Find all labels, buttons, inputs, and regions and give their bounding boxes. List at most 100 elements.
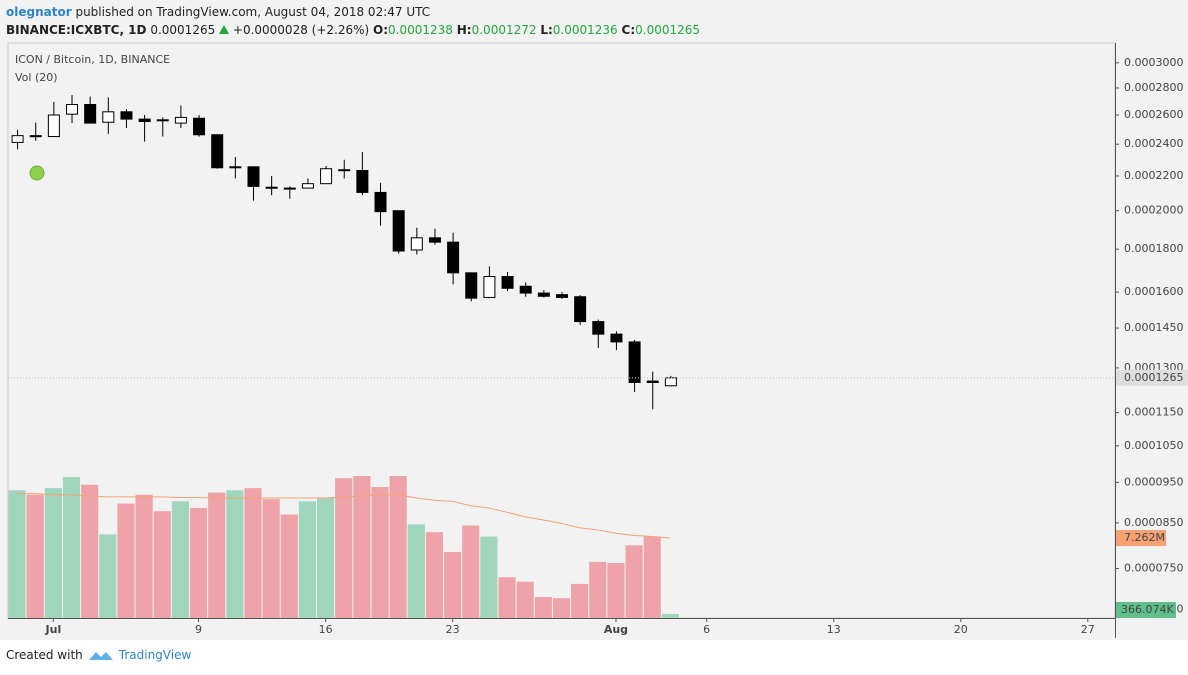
- last-price: 0.0001265: [150, 23, 216, 37]
- candle-body: [229, 166, 242, 169]
- volume-bar: [262, 499, 280, 618]
- volume-bar: [607, 562, 625, 618]
- author[interactable]: olegnator: [6, 5, 72, 19]
- volume-bar: [153, 511, 171, 618]
- candle-body: [483, 276, 496, 298]
- volume-bar: [444, 551, 462, 618]
- high-value: 0.0001272: [471, 23, 537, 37]
- candle-body: [410, 237, 423, 251]
- candle-body: [102, 111, 115, 123]
- volume-bar: [425, 532, 444, 618]
- volume-bar: [226, 490, 244, 618]
- x-tick-label: 20: [954, 623, 968, 636]
- volume-bar: [625, 545, 643, 618]
- published: published on TradingView.com, August 04,…: [75, 5, 431, 19]
- candle-body: [428, 237, 441, 243]
- candle-body: [320, 168, 333, 185]
- volume-bar: [208, 492, 226, 618]
- header: olegnator published on TradingView.com, …: [6, 3, 700, 39]
- volume-bar: [44, 488, 62, 618]
- low-value: 0.0001236: [552, 23, 618, 37]
- candle-body: [556, 294, 568, 298]
- symbol: BINANCE:ICXBTC, 1D: [6, 23, 147, 37]
- volume-bar: [135, 494, 153, 618]
- volume-bar: [335, 478, 353, 618]
- candle-body: [356, 170, 369, 193]
- volume-bar: [571, 583, 589, 618]
- y-tick-label: 0.0001450: [1124, 321, 1184, 334]
- y-tick-label: 0.0000950: [1124, 475, 1184, 488]
- volume-ma-line: [17, 493, 671, 539]
- y-tick-label: 0.0002000: [1124, 204, 1184, 217]
- candle-body: [84, 103, 97, 124]
- volume-bar: [62, 477, 81, 618]
- candle-body: [392, 210, 405, 252]
- candle-body: [193, 117, 206, 136]
- candle-body: [138, 118, 151, 123]
- volume-bar: [498, 577, 516, 618]
- x-tick-label: 13: [827, 623, 841, 636]
- volume-bar: [643, 536, 661, 618]
- candle-body: [265, 186, 278, 189]
- candle-body: [283, 187, 296, 190]
- volume-ma-box: [1116, 530, 1166, 547]
- volume-bar: [117, 503, 135, 618]
- candle-body: [47, 114, 60, 138]
- y-tick-label: 0.0002400: [1124, 137, 1184, 150]
- volume-bar: [99, 534, 117, 618]
- x-tick-label: 6: [703, 623, 710, 636]
- legend-title: ICON / Bitcoin, 1D, BINANCE: [15, 53, 170, 66]
- y-tick-label: 0.0001150: [1124, 406, 1184, 419]
- volume-bar: [298, 501, 317, 618]
- volume-bar: [661, 613, 679, 618]
- y-tick-label: 0.0002800: [1124, 81, 1184, 94]
- created-with: Created with: [6, 648, 83, 662]
- candle-body: [447, 241, 460, 274]
- tv-logo: [89, 652, 113, 660]
- candle-body: [301, 183, 314, 189]
- candle-body: [519, 285, 532, 294]
- x-tick-label: 16: [319, 623, 333, 636]
- volume-bar: [280, 514, 298, 618]
- candle-body: [537, 292, 550, 297]
- candle-body: [174, 116, 187, 124]
- volume-bar: [389, 476, 407, 618]
- volume-bar: [81, 484, 99, 618]
- volume-bar: [589, 561, 607, 618]
- candle-body: [338, 169, 351, 172]
- candle-body: [120, 111, 133, 120]
- volume-bar: [189, 507, 208, 618]
- open-label: O:: [373, 23, 389, 37]
- candle-body: [11, 135, 24, 143]
- volume-bar: [317, 498, 335, 618]
- last-price-box: [1116, 369, 1188, 386]
- y-tick-label: 0.0001600: [1124, 285, 1184, 298]
- y-tick-label: 0.0000850: [1124, 516, 1184, 529]
- y-tick-label: 0.0001050: [1124, 439, 1184, 452]
- header-line-2: BINANCE:ICXBTC, 1D 0.0001265 +0.0000028 …: [6, 21, 700, 39]
- volume-ma-label: 7.262M: [1124, 531, 1165, 544]
- x-tick-label: 23: [446, 623, 460, 636]
- brand[interactable]: TradingView: [118, 648, 192, 662]
- x-tick-label: 9: [195, 623, 202, 636]
- y-tick-label: 0.0002600: [1124, 108, 1184, 121]
- x-tick-label: Aug: [604, 623, 628, 636]
- volume-bar: [371, 487, 389, 618]
- y-tick-label: 0.0003000: [1124, 56, 1184, 69]
- event-marker: [29, 165, 45, 181]
- x-tick-label: 27: [1081, 623, 1095, 636]
- candle-body: [211, 134, 224, 169]
- footer-bar: [0, 640, 1188, 675]
- footer: Created with TradingView: [6, 648, 191, 662]
- volume-bar: [480, 536, 498, 618]
- candle-body: [156, 119, 169, 122]
- volume-bar: [552, 598, 571, 618]
- tv-logo-shape: [89, 652, 113, 660]
- y-tick-label: 0.0001800: [1124, 242, 1184, 255]
- volume-last-box: [1116, 602, 1176, 618]
- candle-body: [374, 191, 387, 213]
- high-label: H:: [456, 23, 472, 37]
- candle-body: [66, 103, 79, 115]
